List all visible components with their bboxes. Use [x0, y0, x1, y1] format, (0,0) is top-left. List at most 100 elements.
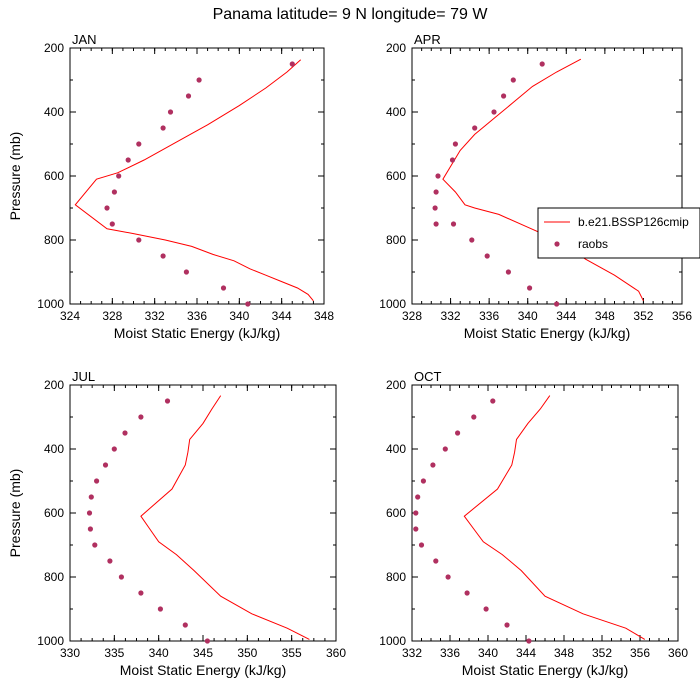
- y-tick-label: 400: [44, 105, 64, 119]
- data-point-raobs: [245, 301, 251, 307]
- x-tick-label: 348: [554, 646, 574, 660]
- x-tick-label: 360: [326, 646, 346, 660]
- data-point-raobs: [92, 542, 98, 548]
- y-tick-label: 400: [386, 105, 406, 119]
- legend: b.e21.BSSP126cmip raobs: [537, 207, 700, 259]
- data-point-raobs: [433, 189, 439, 195]
- data-point-raobs: [490, 398, 496, 404]
- x-tick-label: 328: [102, 309, 122, 323]
- series-line-model: [74, 59, 314, 302]
- data-point-raobs: [204, 638, 210, 644]
- x-axis-label: Moist Static Energy (kJ/kg): [120, 662, 287, 678]
- y-tick-label: 800: [386, 233, 406, 247]
- data-point-raobs: [182, 622, 188, 628]
- data-point-raobs: [138, 590, 144, 596]
- y-tick-label: 200: [386, 378, 406, 392]
- x-tick-label: 352: [592, 646, 612, 660]
- data-point-raobs: [109, 221, 115, 227]
- data-point-raobs: [445, 574, 451, 580]
- panels: 324 328 332 336 340 344 348 200 400 600 800 1000 JAN…: [7, 32, 692, 678]
- data-point-raobs: [111, 446, 117, 452]
- data-point-raobs: [449, 157, 456, 163]
- panel-month-label: APR: [414, 32, 441, 47]
- y-tick-label: 800: [44, 570, 64, 584]
- x-tick-label: 336: [187, 309, 207, 323]
- y-tick-label: 600: [386, 169, 406, 183]
- legend-dot-swatch: [554, 241, 560, 247]
- panel-month-label: JAN: [72, 32, 97, 47]
- y-tick-label: 1000: [37, 634, 64, 648]
- x-tick-label: 336: [440, 646, 460, 660]
- data-point-raobs: [435, 173, 441, 179]
- data-point-raobs: [183, 269, 189, 275]
- y-tick-label: 1000: [37, 297, 64, 311]
- x-tick-label: 344: [516, 646, 536, 660]
- x-tick-label: 340: [478, 646, 498, 660]
- y-tick-label: 400: [44, 442, 64, 456]
- data-point-raobs: [433, 558, 439, 564]
- data-point-raobs: [433, 221, 439, 227]
- x-tick-label: 345: [193, 646, 213, 660]
- data-point-raobs: [118, 574, 124, 580]
- x-tick-label: 344: [556, 309, 576, 323]
- data-point-raobs: [418, 542, 425, 548]
- panel-month-label: OCT: [414, 369, 442, 384]
- data-point-raobs: [157, 606, 163, 612]
- data-point-raobs: [122, 430, 128, 436]
- data-point-raobs: [491, 109, 497, 115]
- x-tick-label: 332: [145, 309, 165, 323]
- x-tick-label: 360: [668, 646, 688, 660]
- x-tick-label: 356: [630, 646, 650, 660]
- x-tick-label: 340: [149, 646, 169, 660]
- data-point-raobs: [472, 125, 478, 131]
- legend-entry-label: raobs: [578, 237, 608, 251]
- data-point-raobs: [102, 462, 109, 468]
- data-point-raobs: [539, 61, 545, 67]
- x-tick-label: 324: [60, 309, 80, 323]
- data-point-raobs: [196, 77, 202, 83]
- data-point-raobs: [483, 606, 489, 612]
- plot-frame: [411, 47, 683, 305]
- data-point-raobs: [504, 622, 510, 628]
- y-tick-label: 200: [44, 41, 64, 55]
- data-point-raobs: [86, 510, 93, 516]
- y-axis-label: Pressure (mb): [7, 132, 23, 221]
- data-point-raobs: [469, 237, 475, 243]
- x-tick-label: 336: [479, 309, 499, 323]
- data-point-raobs: [415, 494, 421, 500]
- y-tick-label: 800: [44, 233, 64, 247]
- data-point-raobs: [526, 638, 532, 644]
- data-point-raobs: [104, 205, 110, 211]
- data-point-raobs: [430, 462, 436, 468]
- data-point-raobs: [413, 526, 419, 532]
- data-point-raobs: [94, 478, 100, 484]
- data-point-raobs: [88, 494, 94, 500]
- x-axis-label: Moist Static Energy (kJ/kg): [462, 662, 629, 678]
- x-tick-label: 335: [104, 646, 124, 660]
- data-point-raobs: [138, 414, 144, 420]
- legend-entry-label: b.e21.BSSP126cmip: [578, 215, 689, 229]
- chart-panel-jan: 324 328 332 336 340 344 348 200 400 600 800 1000 JAN…: [7, 32, 334, 341]
- x-tick-label: 340: [518, 309, 538, 323]
- series-line-model: [140, 395, 310, 640]
- data-point-raobs: [505, 269, 511, 275]
- x-tick-label: 355: [282, 646, 302, 660]
- x-tick-label: 352: [633, 309, 653, 323]
- data-point-raobs: [125, 157, 131, 163]
- data-point-raobs: [87, 526, 93, 532]
- data-point-raobs: [220, 285, 227, 291]
- data-point-raobs: [527, 285, 533, 291]
- y-tick-label: 600: [386, 506, 406, 520]
- data-point-raobs: [442, 446, 448, 452]
- data-point-raobs: [484, 253, 490, 259]
- series-line-model: [463, 395, 646, 640]
- x-axis-label: Moist Static Energy (kJ/kg): [464, 325, 631, 341]
- data-point-raobs: [136, 237, 142, 243]
- data-point-raobs: [413, 510, 419, 516]
- y-tick-label: 600: [44, 169, 64, 183]
- data-point-raobs: [116, 173, 122, 179]
- y-tick-label: 200: [386, 41, 406, 55]
- data-point-raobs: [452, 141, 458, 147]
- plot-frame: [411, 384, 679, 642]
